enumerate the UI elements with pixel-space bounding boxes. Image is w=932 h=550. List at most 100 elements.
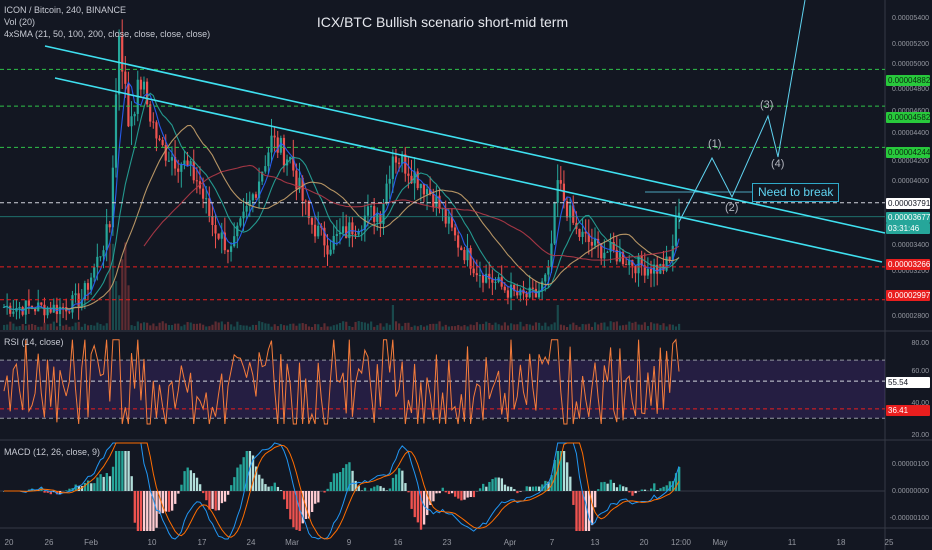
volume-bar bbox=[538, 322, 541, 330]
macd-histogram-bar bbox=[111, 466, 115, 491]
candle-body bbox=[469, 247, 472, 269]
macd-histogram-bar bbox=[202, 491, 205, 494]
candle-body bbox=[9, 305, 12, 314]
volume-bar bbox=[525, 324, 528, 330]
volume-bar bbox=[152, 323, 155, 330]
macd-histogram-bar bbox=[192, 473, 196, 491]
macd-histogram-bar bbox=[167, 491, 171, 512]
macd-histogram-bar bbox=[553, 459, 556, 491]
candle-body bbox=[183, 160, 186, 165]
macd-histogram-bar bbox=[248, 451, 252, 491]
candle-body bbox=[460, 247, 463, 251]
volume-bar bbox=[3, 324, 6, 330]
candle-body bbox=[475, 273, 478, 276]
candle-body bbox=[463, 250, 466, 261]
candle-body bbox=[257, 181, 261, 198]
price-tick: 0.00005000 bbox=[892, 61, 929, 68]
macd-histogram-bar bbox=[432, 491, 435, 502]
macd-histogram-bar bbox=[562, 451, 566, 491]
volume-bar bbox=[307, 326, 311, 330]
volume-bar bbox=[438, 321, 441, 330]
macd-legend: MACD (12, 26, close, 9) bbox=[4, 447, 101, 457]
volume-bar bbox=[208, 326, 211, 330]
macd-histogram-bar bbox=[547, 481, 550, 491]
rsi-tick: 40.00 bbox=[911, 400, 929, 407]
candle-body bbox=[453, 227, 457, 236]
candle-body bbox=[208, 198, 211, 216]
volume-bar bbox=[534, 322, 538, 330]
macd-signal-line bbox=[4, 442, 680, 540]
volume-bar bbox=[99, 324, 102, 330]
macd-tick: -0.00000100 bbox=[889, 515, 929, 522]
macd-histogram-bar bbox=[491, 478, 494, 491]
macd-histogram-bar bbox=[186, 467, 189, 491]
volume-bar bbox=[236, 321, 239, 330]
rsi-tick: 20.00 bbox=[911, 432, 929, 439]
macd-histogram-bar bbox=[68, 488, 71, 491]
volume-bar bbox=[68, 326, 71, 330]
macd-histogram-bar bbox=[376, 485, 379, 491]
volume-bar bbox=[273, 324, 276, 330]
volume-bar bbox=[15, 326, 18, 330]
macd-histogram-bar bbox=[513, 489, 516, 491]
volume-bar bbox=[329, 326, 332, 330]
volume-bar bbox=[298, 323, 301, 330]
macd-histogram-bar bbox=[254, 466, 258, 491]
moving-average-line bbox=[3, 81, 680, 312]
candle-body bbox=[628, 259, 631, 266]
macd-histogram-bar bbox=[541, 484, 544, 491]
volume-bar bbox=[516, 324, 519, 330]
time-tick: 16 bbox=[393, 538, 403, 547]
macd-histogram-bar bbox=[357, 485, 360, 491]
volume-bar bbox=[289, 323, 292, 330]
macd-histogram-bar bbox=[230, 485, 233, 491]
volume-bar bbox=[217, 322, 220, 330]
macd-histogram-bar bbox=[370, 488, 373, 491]
candle-body bbox=[295, 170, 298, 190]
macd-histogram-bar bbox=[270, 486, 273, 491]
volume-bar bbox=[130, 325, 133, 330]
candle-body bbox=[77, 293, 80, 308]
macd-histogram-bar bbox=[534, 486, 538, 491]
macd-histogram-bar bbox=[242, 457, 245, 491]
candle-body bbox=[485, 273, 488, 283]
macd-histogram-bar bbox=[622, 486, 625, 491]
macd-histogram-bar bbox=[410, 491, 413, 509]
volume-bar bbox=[547, 326, 550, 330]
price-tick: 0.00003400 bbox=[892, 242, 929, 249]
volume-bar bbox=[413, 325, 416, 330]
volume-bar bbox=[544, 322, 547, 330]
macd-histogram-bar bbox=[590, 491, 594, 526]
volume-bar bbox=[398, 323, 401, 330]
volume-bar bbox=[594, 322, 597, 330]
volume-bar bbox=[46, 324, 49, 330]
volume-bar bbox=[422, 326, 426, 330]
macd-tick: 0.00000100 bbox=[892, 461, 929, 468]
macd-histogram-bar bbox=[643, 489, 647, 491]
candle-body bbox=[491, 279, 494, 283]
volume-bar bbox=[637, 324, 640, 330]
macd-histogram-bar bbox=[510, 486, 513, 491]
candle-body bbox=[24, 300, 27, 315]
candle-body bbox=[261, 171, 264, 182]
candle-body bbox=[481, 275, 485, 283]
candle-body bbox=[149, 104, 152, 122]
candle-body bbox=[407, 173, 410, 176]
candle-body bbox=[379, 214, 382, 225]
volume-bar bbox=[139, 323, 143, 330]
macd-histogram-bar bbox=[208, 491, 211, 510]
sma-legend: 4xSMA (21, 50, 100, 200, close, close, c… bbox=[4, 29, 211, 39]
volume-bar bbox=[354, 321, 357, 330]
candle-body bbox=[578, 228, 581, 238]
time-tick: Apr bbox=[503, 538, 517, 547]
candle-body bbox=[211, 215, 214, 226]
volume-bar bbox=[631, 322, 634, 330]
candle-body bbox=[516, 290, 519, 296]
candle-body bbox=[102, 250, 105, 257]
candle-body bbox=[89, 277, 93, 290]
candle-body bbox=[438, 195, 441, 209]
volume-bar bbox=[226, 321, 230, 330]
volume-bar bbox=[472, 325, 475, 330]
candle-body bbox=[282, 137, 286, 166]
